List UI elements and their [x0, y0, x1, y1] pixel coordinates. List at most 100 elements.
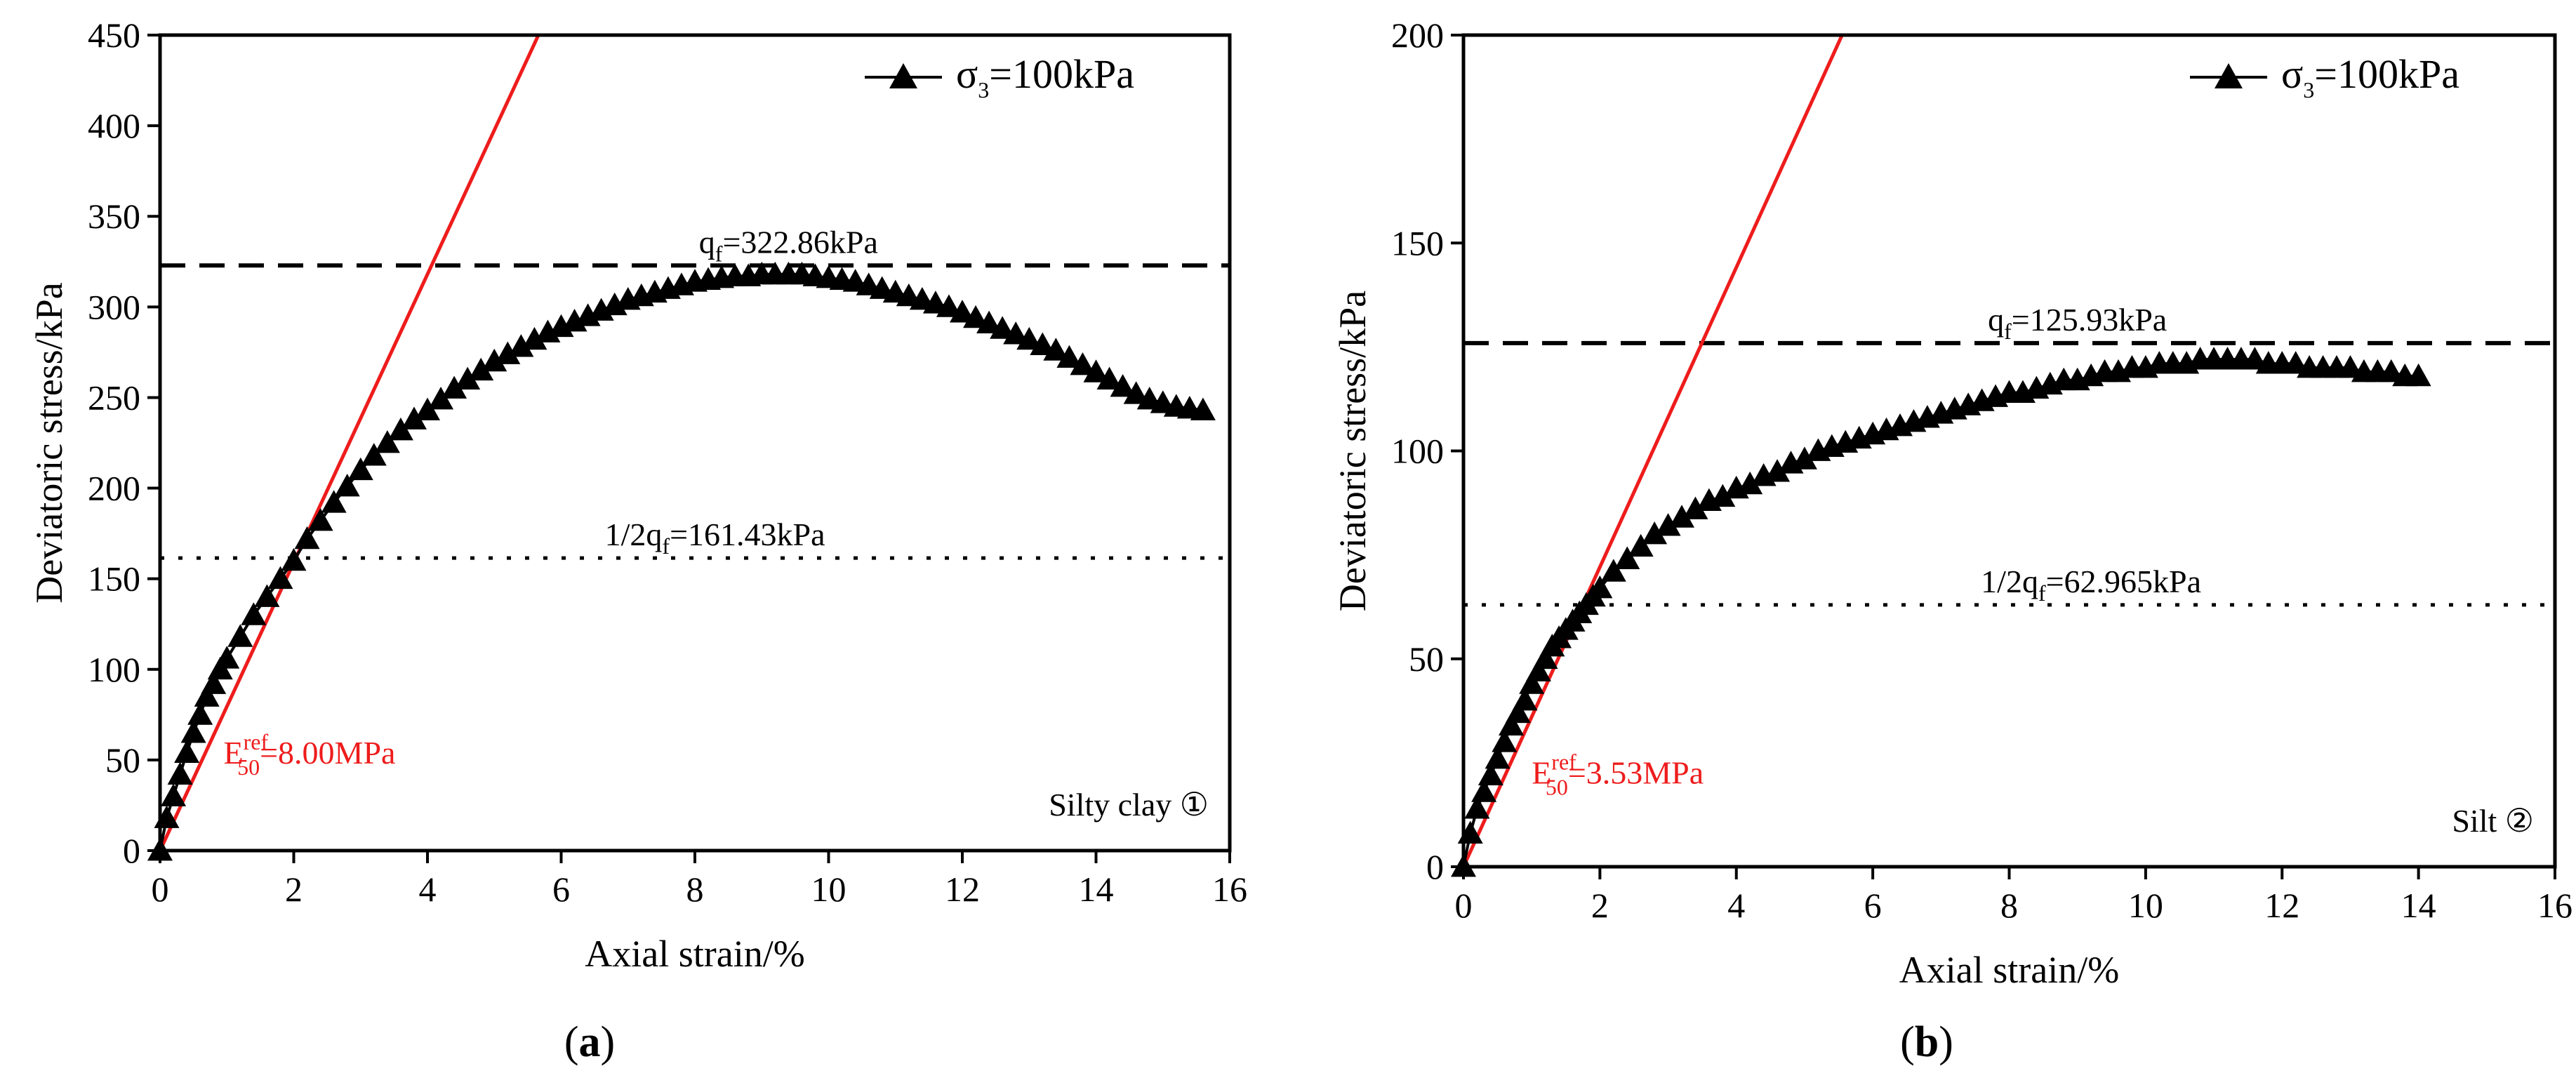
- y-tick-label: 250: [88, 378, 140, 417]
- data-point-triangle: [334, 473, 360, 497]
- x-axis-title: Axial strain/%: [1899, 949, 2119, 991]
- data-point-triangle: [2283, 351, 2309, 374]
- panel-label-open: (: [564, 1018, 579, 1066]
- panel-label-letter: b: [1915, 1018, 1939, 1066]
- panel-b: qf=125.93kPa 1/2qf=62.965kPa Eref 50=3.53MP…: [1332, 15, 2572, 1066]
- data-point-triangle: [1043, 338, 1069, 361]
- data-point-triangle: [180, 720, 206, 743]
- data-point-triangle: [1056, 345, 1082, 368]
- y-tick-label: 100: [88, 650, 140, 689]
- data-point-triangle: [187, 702, 213, 725]
- y-tick-label: 300: [88, 287, 140, 326]
- panel-label-open: (: [1900, 1018, 1915, 1066]
- x-tick-label: 4: [419, 870, 437, 909]
- plot-frame: [158, 33, 1232, 853]
- series-line: [1462, 358, 2419, 867]
- y-axis-title: Deviatoric stress/kPa: [28, 282, 70, 603]
- data-point-triangle: [1492, 729, 1518, 752]
- data-point-triangle: [1642, 521, 1668, 545]
- x-tick-label: 0: [152, 870, 169, 909]
- x-tick-label: 6: [1864, 886, 1882, 925]
- y-tick-label: 200: [1391, 15, 1444, 55]
- half-qf-label: 1/2qf=62.965kPa: [1981, 564, 2201, 606]
- qf-label: qf=125.93kPa: [1988, 302, 2167, 344]
- x-tick-label: 6: [552, 870, 570, 909]
- panel-label: (a): [564, 1018, 615, 1066]
- e50-label: Eref 50=3.53MPa: [1532, 750, 1704, 800]
- data-point-triangle: [1464, 796, 1490, 819]
- legend-sub: 3: [2303, 77, 2314, 102]
- data-point-triangle: [194, 684, 220, 707]
- data-point-triangle: [2242, 347, 2268, 370]
- legend-label: σ3=100kPa: [956, 51, 1134, 102]
- qf-label-prefix: 1/2: [605, 517, 646, 552]
- panel-label: (b): [1900, 1018, 1953, 1066]
- data-point-triangle: [1003, 321, 1029, 345]
- panel-label-letter: a: [579, 1018, 601, 1066]
- panel-label-close: ): [1939, 1018, 1953, 1066]
- data-point-triangle: [227, 624, 253, 647]
- e50-label-sub: 50: [1546, 775, 1568, 800]
- legend-value: =100kPa: [989, 51, 1134, 97]
- data-point-triangle: [2337, 355, 2363, 378]
- y-tick-label: 200: [88, 469, 140, 508]
- data-point-triangle: [1669, 505, 1694, 528]
- data-point-triangle: [1525, 658, 1551, 681]
- data-point-triangle: [468, 357, 494, 381]
- data-point-triangle: [241, 602, 267, 625]
- data-point-triangle: [254, 584, 280, 607]
- data-point-triangle: [281, 547, 307, 571]
- data-point-triangle: [161, 783, 187, 806]
- e50-label-value: =8.00MPa: [260, 735, 395, 771]
- e50-label-sup: ref: [244, 729, 269, 754]
- data-point-triangle: [167, 761, 193, 785]
- data-point-triangle: [1096, 366, 1122, 390]
- qf-label-sub: f: [715, 241, 723, 266]
- data-point-triangle: [374, 430, 400, 453]
- qf-label-value: =62.965kPa: [2046, 564, 2201, 599]
- x-tick-label: 14: [2401, 886, 2436, 925]
- legend-sigma: σ: [956, 51, 978, 97]
- data-point-triangle: [1791, 446, 1817, 470]
- e50-reference-line: [160, 35, 540, 851]
- legend-value: =100kPa: [2314, 51, 2459, 97]
- y-tick-label: 150: [1391, 223, 1444, 262]
- data-point-triangle: [1478, 762, 1503, 786]
- data-point-triangle: [1737, 471, 1763, 495]
- x-axis-title: Axial strain/%: [585, 933, 804, 975]
- data-point-triangle: [2378, 359, 2404, 382]
- qf-label-prefix: 1/2: [1981, 564, 2022, 599]
- data-point-triangle: [1587, 575, 1613, 599]
- x-tick-label: 12: [2264, 886, 2299, 925]
- data-point-triangle: [1190, 397, 1216, 420]
- y-tick-label: 350: [88, 197, 140, 236]
- data-point-triangle: [508, 334, 534, 357]
- data-point-triangle: [495, 341, 521, 364]
- y-tick-label: 150: [88, 559, 140, 599]
- x-tick-label: 4: [1727, 886, 1745, 925]
- data-point-triangle: [1505, 700, 1531, 724]
- e50-label-value: =3.53MPa: [1568, 755, 1704, 791]
- data-point-triangle: [950, 300, 975, 323]
- qf-label-base: q: [2022, 564, 2038, 599]
- data-point-triangle: [1110, 373, 1136, 397]
- data-point-triangle: [1628, 533, 1654, 557]
- data-point-triangle: [1083, 359, 1109, 382]
- data-point-triangle: [174, 740, 200, 763]
- legend-triangle-icon: [889, 63, 917, 88]
- data-point-triangle: [1519, 671, 1545, 694]
- panel-label-close: ): [601, 1018, 616, 1066]
- data-point-triangle: [321, 490, 347, 513]
- data-point-triangle: [1532, 646, 1558, 670]
- x-tick-label: 8: [686, 870, 704, 909]
- data-point-triangle: [1499, 712, 1525, 735]
- data-point-triangle: [1471, 779, 1497, 802]
- data-point-triangle: [1123, 381, 1149, 404]
- data-point-triangle: [1710, 484, 1736, 507]
- data-point-triangle: [361, 443, 387, 466]
- data-point-triangle: [1682, 496, 1708, 519]
- y-tick-label: 100: [1391, 432, 1444, 471]
- qf-label-value: =161.43kPa: [670, 517, 825, 552]
- qf-label: qf=322.86kPa: [699, 224, 878, 266]
- x-tick-label: 2: [1591, 886, 1609, 925]
